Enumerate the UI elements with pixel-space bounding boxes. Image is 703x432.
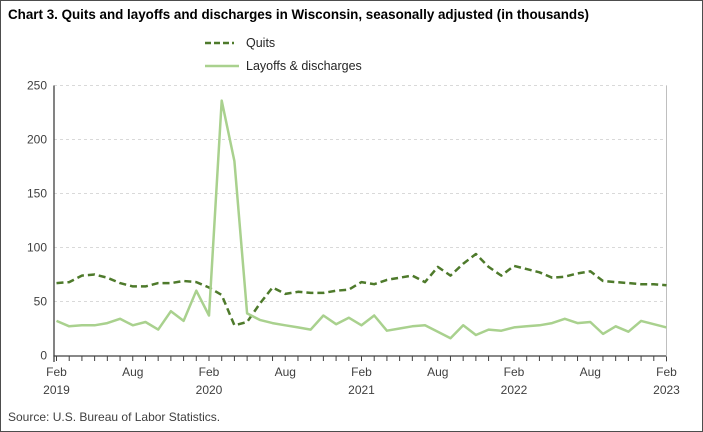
series-line-quits [56, 252, 667, 327]
y-tick-label: 50 [34, 295, 48, 309]
x-tick-label-month: Feb [656, 365, 677, 379]
gridlines [54, 85, 667, 302]
x-tick-label-year: 2019 [43, 383, 70, 397]
y-tick-label: 100 [27, 241, 47, 255]
chart-title: Chart 3. Quits and layoffs and discharge… [8, 7, 590, 22]
legend-item-layoffs: Layoffs & discharges [205, 57, 362, 75]
x-tick-label-year: 2022 [501, 383, 528, 397]
layoffs-line-swatch-icon [205, 64, 239, 68]
x-tick-label-year: 2020 [196, 383, 223, 397]
quits-line-swatch-icon [205, 41, 239, 45]
y-tick-label: 250 [27, 79, 47, 93]
x-tick-label-year: 2021 [348, 383, 375, 397]
x-tick-label-month: Aug [427, 365, 448, 379]
y-axis-labels: 0 50 100 150 200 250 [27, 79, 47, 363]
y-tick-label: 150 [27, 187, 47, 201]
axes [53, 85, 667, 362]
x-tick-label-month: Aug [580, 365, 601, 379]
legend: Quits Layoffs & discharges [205, 34, 362, 75]
legend-label-quits: Quits [246, 36, 276, 50]
series-line-layoffs-discharges [56, 99, 667, 340]
x-tick-label-month: Feb [504, 365, 525, 379]
source-note: Source: U.S. Bureau of Labor Statistics. [8, 410, 221, 424]
x-tick-label-month: Aug [122, 365, 143, 379]
x-tick-label-year: 2023 [653, 383, 680, 397]
x-axis-ticks [56, 356, 667, 361]
y-tick-label: 200 [27, 133, 47, 147]
y-tick-label: 0 [40, 349, 47, 363]
x-tick-label-month: Feb [351, 365, 372, 379]
x-tick-label-month: Feb [46, 365, 67, 379]
x-tick-label-month: Aug [275, 365, 296, 379]
x-tick-label-month: Feb [199, 365, 220, 379]
legend-item-quits: Quits [205, 34, 362, 52]
x-axis-labels: Feb 2019 Aug Feb 2020 Aug Feb 2021 Aug Feb 2022 Aug… [43, 365, 680, 397]
data-series [56, 99, 667, 340]
legend-label-layoffs: Layoffs & discharges [246, 59, 362, 73]
